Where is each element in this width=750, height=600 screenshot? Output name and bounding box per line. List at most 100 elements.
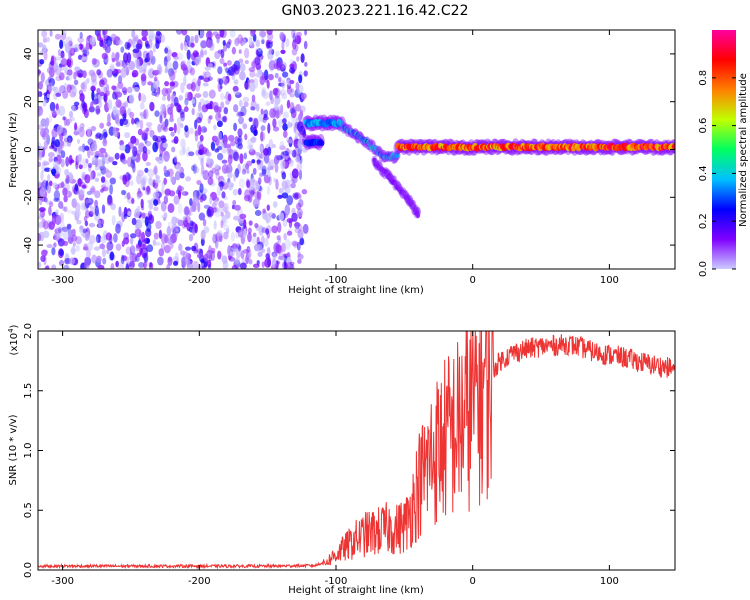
heatmap-cell	[60, 220, 65, 231]
heatmap-cell	[267, 122, 271, 134]
heatmap-cell	[191, 108, 195, 116]
heatmap-cell	[209, 196, 213, 205]
heatmap-cell	[163, 150, 170, 162]
heatmap-cell	[91, 57, 97, 65]
heatmap-cell	[59, 39, 64, 50]
heatmap-cell	[93, 246, 101, 251]
heatmap-cell	[210, 141, 216, 151]
heatmap-cell	[77, 153, 82, 162]
heatmap-cell	[135, 43, 142, 50]
heatmap-cell	[247, 227, 252, 234]
heatmap-cell	[90, 170, 94, 181]
heatmap-cell	[275, 178, 279, 190]
heatmap-cell	[78, 164, 83, 170]
heatmap-cell	[55, 103, 59, 111]
heatmap-cell	[147, 81, 153, 86]
heatmap-cell	[282, 219, 288, 227]
heatmap-cell	[109, 65, 115, 72]
heatmap-cell	[231, 46, 237, 55]
heatmap-cell	[215, 207, 219, 213]
heatmap-cell	[124, 131, 131, 139]
heatmap-cell	[98, 219, 102, 229]
heatmap-cell	[200, 170, 204, 177]
heatmap-cell	[216, 152, 224, 161]
heatmap-cell	[121, 240, 125, 247]
heatmap-cell	[153, 165, 158, 176]
heatmap-cell	[137, 128, 143, 136]
heatmap-cell	[254, 55, 261, 66]
heatmap-cell	[110, 203, 116, 211]
heatmap-cell	[282, 123, 288, 131]
heatmap-cell	[100, 156, 105, 162]
heatmap-cell	[232, 188, 239, 196]
heatmap-cell	[237, 128, 243, 138]
snr-y-tick-label: 2.0	[23, 323, 34, 339]
heatmap-cell	[176, 116, 182, 127]
heatmap-cell	[194, 58, 200, 66]
heatmap-cell	[202, 188, 208, 194]
heatmap-cell	[178, 108, 186, 115]
heatmap-cell	[224, 166, 231, 174]
heatmap-cell	[115, 223, 121, 234]
heatmap-cell	[301, 130, 306, 138]
heatmap-cell	[95, 234, 102, 244]
heatmap-cell	[58, 249, 64, 257]
heatmap-cell	[220, 220, 224, 229]
heatmap-cell	[42, 99, 47, 107]
heatmap-cell	[296, 162, 303, 171]
heatmap-cell	[60, 150, 66, 159]
heatmap-cell	[221, 215, 226, 224]
heatmap-cell	[89, 35, 96, 46]
heatmap-cell	[169, 81, 176, 87]
heatmap-cell	[286, 261, 294, 269]
heatmap-cell	[96, 32, 102, 42]
heatmap-cell	[96, 87, 101, 95]
heatmap-cell	[243, 47, 250, 59]
heatmap-cell	[112, 105, 118, 116]
heatmap-cell	[281, 171, 287, 180]
heatmap-cell	[146, 186, 151, 192]
heatmap-cell	[292, 32, 296, 43]
heatmap-cell	[203, 77, 211, 83]
heatmap-cell	[159, 114, 163, 124]
heatmap-cell	[302, 147, 308, 153]
colorbar-bar	[712, 30, 736, 269]
heatmap-cell	[104, 151, 108, 158]
heatmap-cell	[89, 101, 94, 112]
heatmap-cell	[120, 46, 125, 53]
heatmap-cell	[221, 116, 227, 123]
heatmap-cell	[267, 169, 271, 178]
heatmap-cell	[297, 251, 301, 258]
heatmap-cell	[177, 186, 185, 191]
heatmap-cell	[258, 30, 266, 38]
heatmap-cell	[113, 233, 118, 243]
heatmap-cell	[126, 52, 132, 63]
heatmap-cell	[68, 154, 73, 166]
heatmap-cell	[295, 81, 300, 91]
heatmap-cell	[154, 241, 161, 246]
heatmap-cell	[84, 220, 89, 227]
heatmap-cell	[64, 257, 71, 265]
heatmap-cell	[54, 235, 60, 241]
heatmap-cell	[196, 253, 204, 259]
heatmap-cell	[299, 237, 305, 246]
heatmap-cell	[170, 95, 175, 106]
heatmap-cell	[191, 98, 196, 104]
heatmap-cell	[222, 39, 226, 46]
heatmap-cell	[281, 242, 286, 253]
heatmap-cell	[91, 156, 98, 164]
heatmap-cell	[115, 91, 123, 98]
heatmap-cell	[293, 193, 300, 200]
heatmap-cell	[219, 57, 225, 65]
heatmap-cell	[153, 69, 161, 75]
heatmap-cell	[42, 230, 50, 239]
heatmap-cell	[151, 91, 158, 97]
heatmap-cell	[90, 185, 96, 195]
heatmap-cell	[95, 105, 101, 115]
heatmap-cell	[216, 120, 223, 128]
heatmap-cell	[176, 124, 181, 136]
heatmap-cell	[270, 96, 275, 105]
heatmap-cell	[278, 187, 284, 194]
heatmap-cell	[225, 210, 231, 219]
heatmap-cell	[38, 142, 42, 147]
